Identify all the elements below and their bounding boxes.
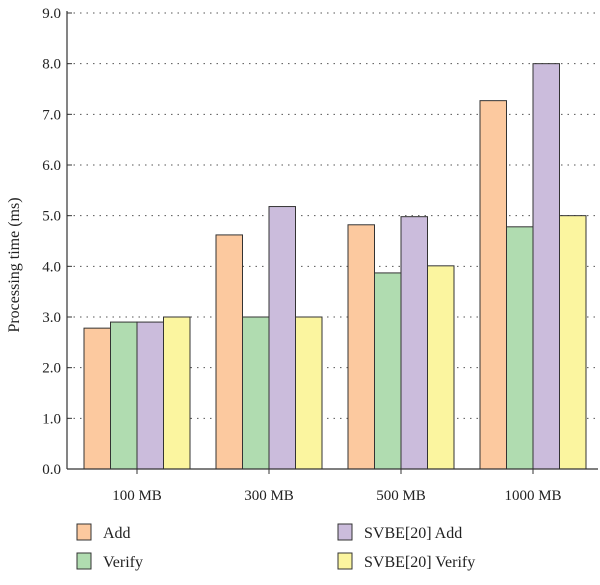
- bar-svbe-20-add-100-mb: [136, 321, 164, 470]
- bar-svbe-20-add-1000-mb: [532, 63, 560, 470]
- legend-swatch: [337, 552, 353, 570]
- y-tick-label: 1.0: [42, 411, 61, 427]
- y-tick-label: 4.0: [42, 259, 61, 275]
- y-tick-label: 7.0: [42, 107, 61, 123]
- legend-swatch: [76, 523, 92, 541]
- y-tick-label: 3.0: [42, 310, 61, 326]
- legend-swatch: [76, 552, 92, 570]
- legend-label: Add: [103, 525, 131, 542]
- bar-svbe-20-verify-500-mb: [427, 265, 455, 470]
- y-tick-label: 9.0: [42, 6, 61, 22]
- x-tick-label: 1000 MB: [504, 488, 561, 504]
- bar-add-1000-mb: [479, 100, 507, 470]
- bar-svbe-20-verify-100-mb: [163, 316, 191, 470]
- legend-label: Verify: [103, 554, 143, 571]
- x-tick-label: 100 MB: [112, 488, 162, 504]
- bar-verify-100-mb: [110, 321, 138, 470]
- axes: [66, 11, 598, 474]
- bar-verify-1000-mb: [506, 226, 534, 470]
- legend-label: SVBE[20] Verify: [364, 554, 475, 571]
- bar-svbe-20-add-300-mb: [268, 206, 296, 470]
- bar-verify-500-mb: [374, 272, 402, 470]
- bar-add-500-mb: [347, 224, 375, 470]
- legend-swatch: [337, 523, 353, 541]
- legend: Add Verify SVBE[20] Add SVBE[20] Verify: [76, 523, 475, 571]
- y-axis-title: Processing time (ms): [6, 197, 23, 332]
- y-tick-label: 6.0: [42, 158, 61, 174]
- bar-add-100-mb: [83, 327, 111, 470]
- y-tick-label: 2.0: [42, 361, 61, 377]
- y-tick-label: 5.0: [42, 209, 61, 225]
- y-tick-labels: 0.0 1.0 2.0 3.0 4.0 5.0 6.0 7.0 8.0 9.0: [42, 6, 61, 478]
- x-tick-label: 300 MB: [244, 488, 294, 504]
- bar-svbe-20-verify-300-mb: [295, 316, 323, 470]
- x-tick-labels: 100 MB 300 MB 500 MB 1000 MB: [112, 488, 561, 504]
- x-tick-label: 500 MB: [376, 488, 426, 504]
- bar-svbe-20-add-500-mb: [400, 216, 428, 470]
- y-tick-label: 0.0: [42, 462, 61, 478]
- bars: [83, 63, 587, 470]
- y-tick-label: 8.0: [42, 57, 61, 73]
- bar-svbe-20-verify-1000-mb: [559, 215, 587, 470]
- legend-label: SVBE[20] Add: [364, 525, 462, 542]
- bar-verify-300-mb: [242, 316, 270, 470]
- bar-add-300-mb: [215, 234, 243, 470]
